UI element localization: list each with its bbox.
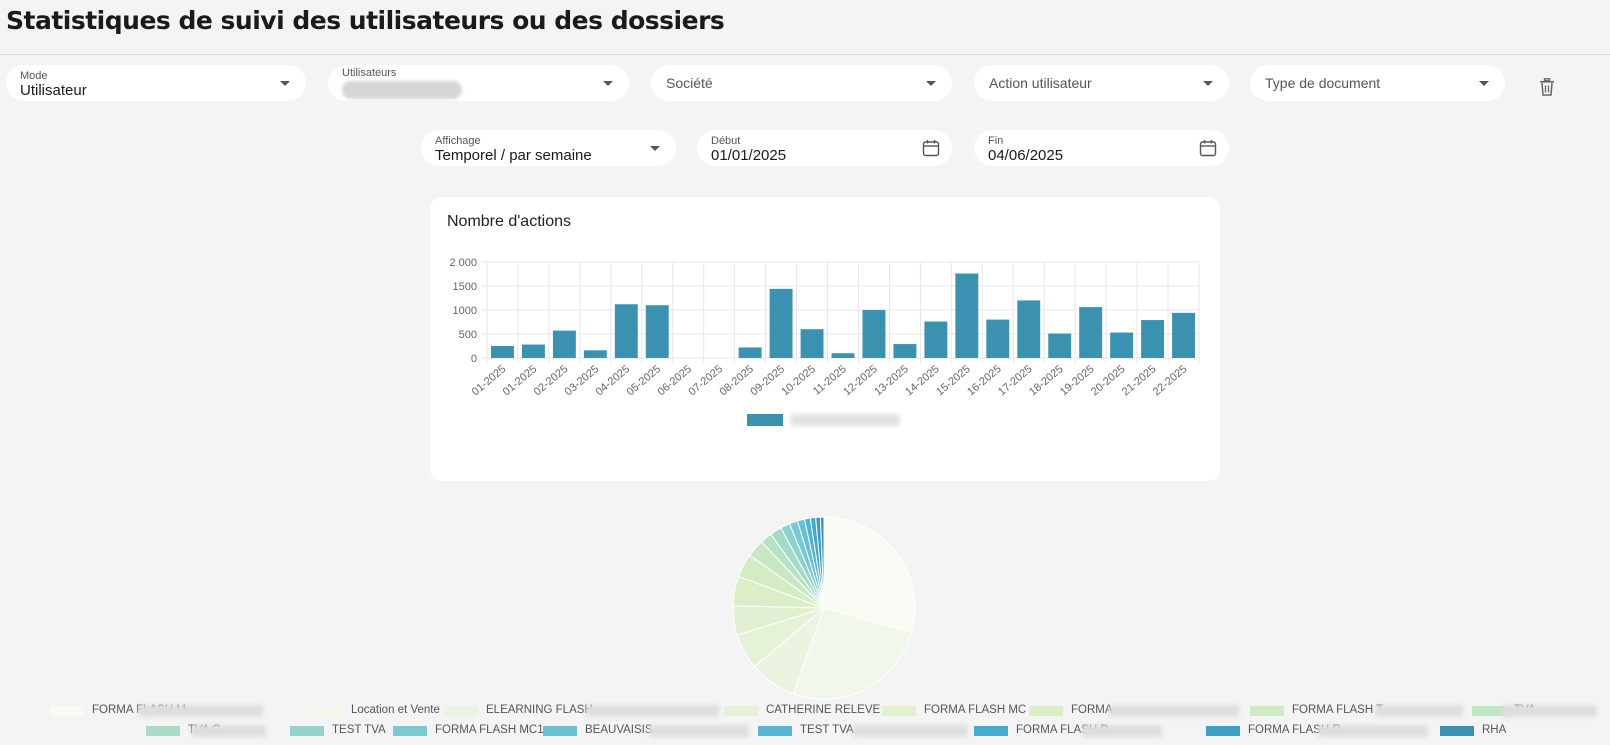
fin-value: 04/06/2025 <box>988 147 1064 164</box>
pie-legend-swatch <box>290 726 324 736</box>
debut-value: 01/01/2025 <box>711 147 787 164</box>
calendar-icon[interactable] <box>1199 139 1217 157</box>
page-title: Statistiques de suivi des utilisateurs o… <box>6 6 725 35</box>
debut-date-field[interactable]: Début 01/01/2025 <box>697 130 952 166</box>
pie-legend-swatch <box>1029 706 1063 716</box>
pie-legend-label-redacted <box>1109 705 1239 717</box>
pie-slice[interactable] <box>780 523 825 609</box>
chevron-down-icon <box>1203 81 1213 86</box>
pie-legend-label: FORMA FLASH MC1 <box>435 724 544 736</box>
chevron-down-icon <box>280 81 290 86</box>
pie-slice[interactable] <box>749 541 825 609</box>
pie-legend-swatch <box>758 726 792 736</box>
pie-slice[interactable] <box>736 607 825 668</box>
utilisateurs-select[interactable]: Utilisateurs <box>328 65 629 101</box>
bar-chart-card: Nombre d'actions <box>430 197 1220 481</box>
chevron-down-icon <box>650 146 660 151</box>
affichage-value: Temporel / par semaine <box>435 147 592 164</box>
chevron-down-icon <box>926 81 936 86</box>
pie-legend-label: TEST TVA <box>800 724 854 736</box>
pie-legend-label: ELEARNING FLASH <box>486 704 593 716</box>
pie-slice[interactable] <box>803 517 825 609</box>
pie-legend-swatch <box>444 706 478 716</box>
pie-legend-label-redacted <box>1375 705 1463 717</box>
pie-legend-label-redacted <box>1502 705 1597 717</box>
pie-legend-label: RHA <box>1482 724 1507 736</box>
chart-title: Nombre d'actions <box>447 213 571 230</box>
pie-legend-label: FORMA FLASH MC <box>924 704 1027 716</box>
pie-legend-swatch <box>1472 706 1506 716</box>
pie-legend-swatch <box>974 726 1008 736</box>
pie-slice[interactable] <box>737 554 825 609</box>
selected-user-chip[interactable] <box>342 81 462 99</box>
pie-legend-swatch <box>724 706 758 716</box>
pie-legend-label-redacted <box>191 725 266 737</box>
fin-label: Fin <box>988 135 1004 147</box>
utilisateurs-label: Utilisateurs <box>342 67 397 79</box>
affichage-label: Affichage <box>435 135 481 147</box>
calendar-icon[interactable] <box>922 139 940 157</box>
pie-slice[interactable] <box>760 533 825 609</box>
mode-label: Mode <box>20 70 48 82</box>
pie-legend-label-redacted <box>586 705 719 717</box>
pie-legend-swatch <box>882 706 916 716</box>
debut-label: Début <box>711 135 741 147</box>
pie-legend-swatch <box>393 726 427 736</box>
societe-placeholder: Société <box>666 75 713 91</box>
pie-legend-label-redacted <box>853 725 968 737</box>
bar-legend-label-redacted <box>790 414 900 426</box>
pie-legend-label-redacted <box>1318 725 1428 737</box>
pie-slice[interactable] <box>809 516 825 609</box>
pie-legend-label: CATHERINE RELEVE <box>766 704 881 716</box>
pie-slice[interactable] <box>770 527 825 609</box>
pie-legend-label-redacted <box>649 725 749 737</box>
pie-legend-label-redacted <box>138 705 263 717</box>
pie-legend-swatch <box>309 706 343 716</box>
pie-legend-label: BEAUVAISIS <box>585 724 653 736</box>
pie-legend-label: FORMA <box>1071 704 1113 716</box>
type-document-select[interactable]: Type de document <box>1250 65 1505 101</box>
pie-slice[interactable] <box>753 606 826 695</box>
chevron-down-icon <box>603 81 613 86</box>
pie-legend-label: Location et Vente <box>351 704 440 716</box>
action-utilisateur-select[interactable]: Action utilisateur <box>974 65 1229 101</box>
pie-slice[interactable] <box>792 607 913 700</box>
pie-legend-label: TEST TVA <box>332 724 386 736</box>
bar-legend-swatch[interactable] <box>747 414 783 426</box>
pie-legend-swatch <box>1206 726 1240 736</box>
societe-select[interactable]: Société <box>651 65 952 101</box>
pie-slice[interactable] <box>732 605 825 636</box>
pie-slice[interactable] <box>788 520 825 609</box>
mode-value: Utilisateur <box>20 82 87 99</box>
pie-legend-swatch <box>1250 706 1284 716</box>
affichage-select[interactable]: Affichage Temporel / par semaine <box>421 130 676 166</box>
fin-date-field[interactable]: Fin 04/06/2025 <box>974 130 1229 166</box>
pie-legend-label: FORMA FLASH R <box>1248 724 1341 736</box>
pie-legend-swatch <box>1440 726 1474 736</box>
chevron-down-icon <box>1479 81 1489 86</box>
pie-slice[interactable] <box>823 516 916 634</box>
pie-slice[interactable] <box>732 575 825 609</box>
pie-legend-swatch <box>543 726 577 736</box>
pie-slice[interactable] <box>815 516 825 609</box>
title-divider <box>0 54 1610 55</box>
pie-slice[interactable] <box>796 518 825 609</box>
type-doc-placeholder: Type de document <box>1265 75 1381 91</box>
mode-select[interactable]: Mode Utilisateur <box>6 65 306 101</box>
pie-legend-label: FORMA FLASH T <box>1292 704 1384 716</box>
action-placeholder: Action utilisateur <box>989 75 1092 91</box>
pie-slice[interactable] <box>819 516 825 609</box>
pie-legend-swatch <box>50 706 84 716</box>
pie-legend-swatch <box>146 726 180 736</box>
pie-legend-label-redacted <box>1082 725 1162 737</box>
trash-icon[interactable] <box>1539 78 1555 96</box>
